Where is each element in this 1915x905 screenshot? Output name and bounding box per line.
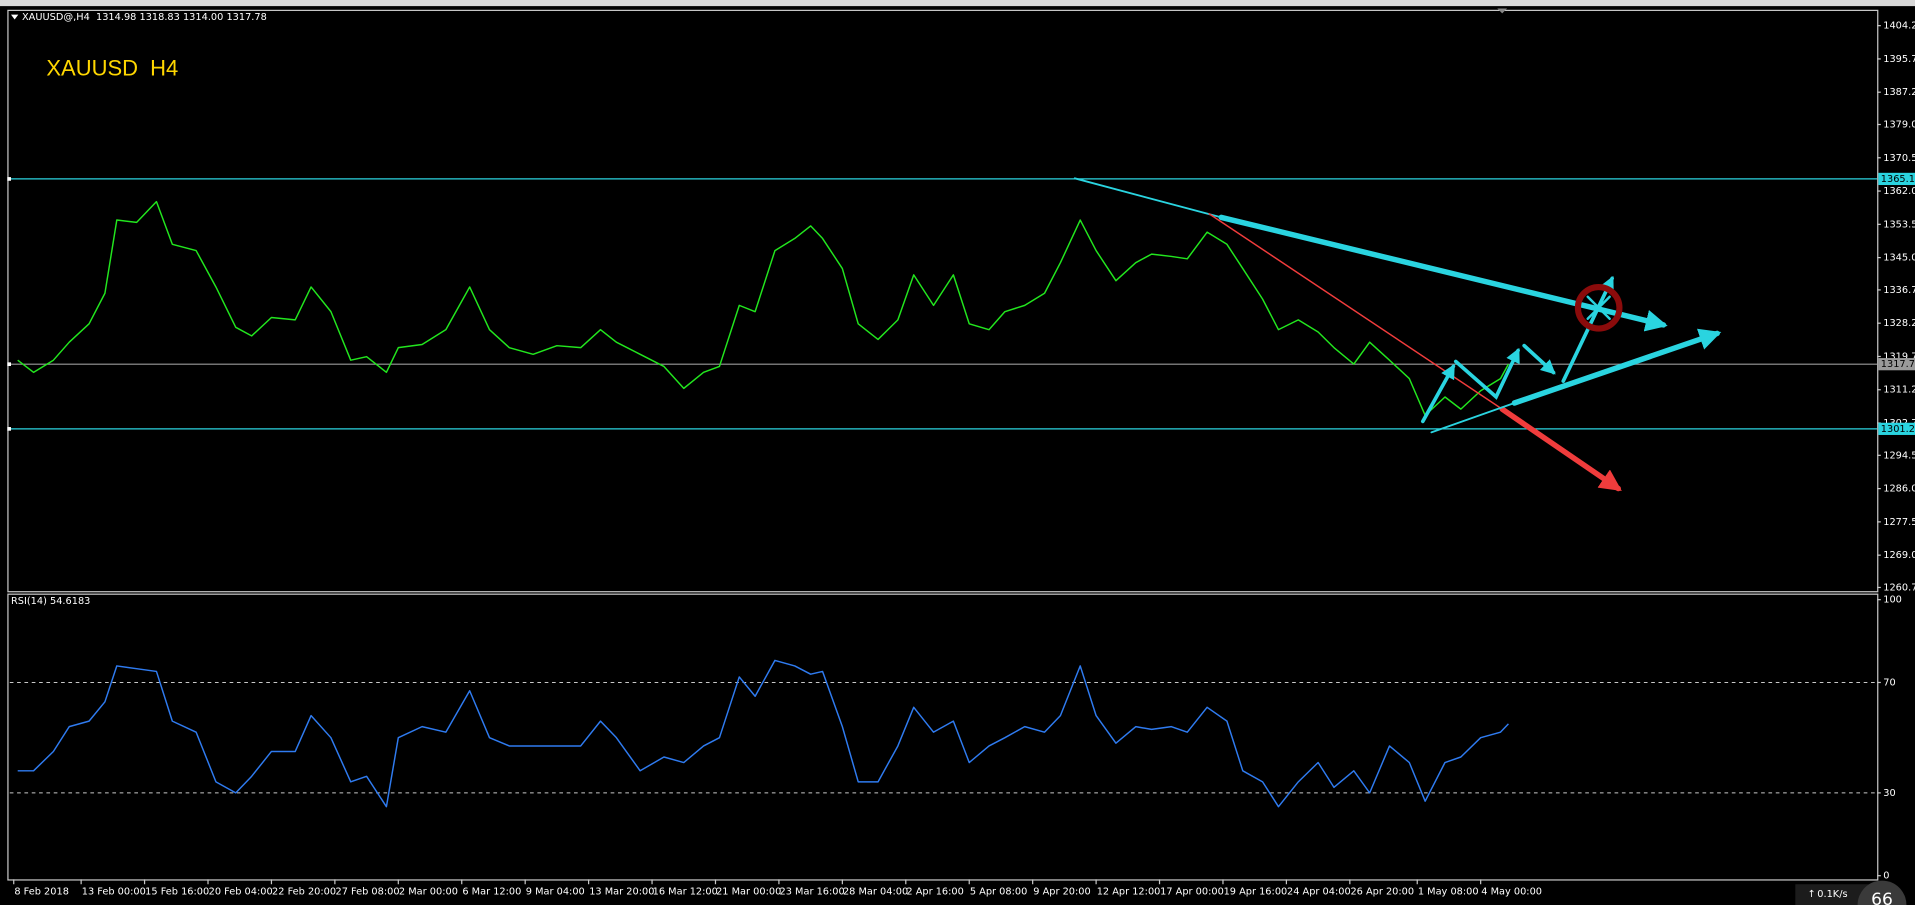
x-tick-label: 22 Feb 20:00 xyxy=(272,887,336,898)
x-tick-label: 16 Mar 12:00 xyxy=(653,887,718,898)
target-circle xyxy=(1574,283,1623,332)
path-arrow xyxy=(1453,347,1520,400)
level-label-bg xyxy=(1878,422,1915,435)
x-tick-label: 28 Mar 04:00 xyxy=(843,887,908,898)
level-handle xyxy=(7,177,11,181)
y-tick-label: 1370.50 xyxy=(1883,153,1915,164)
fps: 66 xyxy=(1871,890,1893,905)
x-tick-label: 21 Mar 00:00 xyxy=(716,887,781,898)
x-tick-label: 26 Apr 20:00 xyxy=(1350,887,1414,898)
y-tick-label: 1319.75 xyxy=(1883,351,1915,362)
y-tick-label: 1362.00 xyxy=(1883,186,1915,197)
y-tick-label: 1404.25 xyxy=(1883,21,1915,32)
level-label: 1365.10 xyxy=(1881,174,1915,185)
y-tick-label: 1345.00 xyxy=(1883,253,1915,264)
x-tick-label: 2 Apr 16:00 xyxy=(906,887,963,898)
x-tick-label: 9 Mar 04:00 xyxy=(526,887,585,898)
x-tick-label: 23 Mar 16:00 xyxy=(780,887,845,898)
menu-icon xyxy=(10,14,19,20)
x-tick-label: 8 Feb 2018 xyxy=(14,887,69,898)
x-tick-label: 4 May 00:00 xyxy=(1481,887,1542,898)
level-label: 1317.78 xyxy=(1881,359,1915,370)
fps-badge xyxy=(1857,880,1907,905)
series-line xyxy=(17,659,1509,808)
net-speed: 0.1K/s xyxy=(1817,889,1847,900)
y-tick-label: 1336.75 xyxy=(1883,285,1915,296)
x-tick-label: 20 Feb 04:00 xyxy=(209,887,273,898)
level-handle xyxy=(7,427,11,431)
y-tick-label: 1286.00 xyxy=(1883,484,1915,495)
level-label-bg xyxy=(1878,358,1915,371)
rsi-panel xyxy=(7,593,1879,881)
y-tick-label: 1328.25 xyxy=(1883,318,1915,329)
y-tick-label: 1311.25 xyxy=(1883,385,1915,396)
x-tick-label: 19 Apr 16:00 xyxy=(1224,887,1288,898)
x-tick-label: 15 Feb 16:00 xyxy=(145,887,209,898)
chart-title: XAUUSD H4 xyxy=(46,55,178,80)
trendline xyxy=(1073,177,1223,219)
y-tick-label: 30 xyxy=(1883,788,1895,799)
x-tick-label: 13 Feb 00:00 xyxy=(82,887,146,898)
trend-arrow xyxy=(1218,214,1668,332)
x-tick-label: 9 Apr 20:00 xyxy=(1033,887,1090,898)
y-tick-label: 70 xyxy=(1883,677,1895,688)
series-line xyxy=(17,200,1510,417)
y-tick-label: 1277.50 xyxy=(1883,517,1915,528)
price-panel xyxy=(7,9,1879,593)
y-tick-label: 0 xyxy=(1883,871,1889,882)
y-tick-label: 1379.00 xyxy=(1883,120,1915,131)
y-tick-label: 1353.50 xyxy=(1883,219,1915,230)
path-arrow xyxy=(1522,343,1556,375)
x-tick-label: 17 Apr 00:00 xyxy=(1160,887,1224,898)
cross xyxy=(1586,295,1611,320)
trend-arrow xyxy=(1511,328,1722,406)
path-arrow xyxy=(1420,363,1456,424)
x-tick-label: 5 Apr 08:00 xyxy=(970,887,1027,898)
trend-arrow xyxy=(1499,406,1622,492)
x-tick-label: 6 Mar 12:00 xyxy=(462,887,521,898)
tab-strip xyxy=(0,0,1915,7)
status-arrow: ↑ xyxy=(1808,889,1816,900)
y-tick-label: 1269.00 xyxy=(1883,550,1915,561)
shift-marker xyxy=(1497,8,1508,14)
y-tick-label: 1387.25 xyxy=(1883,87,1915,98)
x-tick-label: 2 Mar 00:00 xyxy=(399,887,458,898)
level-handle xyxy=(7,362,11,367)
y-tick-label: 1260.75 xyxy=(1883,582,1915,593)
plots: 1404.25 1395.75 1387.25 1379.00 1370.50 1362.… xyxy=(7,21,1915,898)
path-arrow xyxy=(1561,275,1614,383)
x-tick-label: 27 Feb 08:00 xyxy=(335,887,399,898)
x-tick-label: 24 Apr 04:00 xyxy=(1287,887,1351,898)
y-tick-label: 1395.75 xyxy=(1883,54,1915,65)
level-label: 1301.26 xyxy=(1881,424,1915,435)
drawn-trendlines xyxy=(1073,177,1722,492)
y-tick-label: 1294.50 xyxy=(1883,450,1915,461)
x-tick-label: 1 May 08:00 xyxy=(1418,887,1479,898)
rsi-title: RSI(14) 54.6183 xyxy=(11,596,90,607)
level-label-bg xyxy=(1878,172,1915,186)
trendline xyxy=(1430,402,1516,434)
symbol-header: XAUUSD@,H4 1314.98 1318.83 1314.00 1317.… xyxy=(22,12,267,23)
x-tick-label: 13 Mar 20:00 xyxy=(589,887,654,898)
x-tick-label: 12 Apr 12:00 xyxy=(1097,887,1161,898)
y-tick-label: 100 xyxy=(1883,595,1902,606)
status-box xyxy=(1795,884,1869,905)
